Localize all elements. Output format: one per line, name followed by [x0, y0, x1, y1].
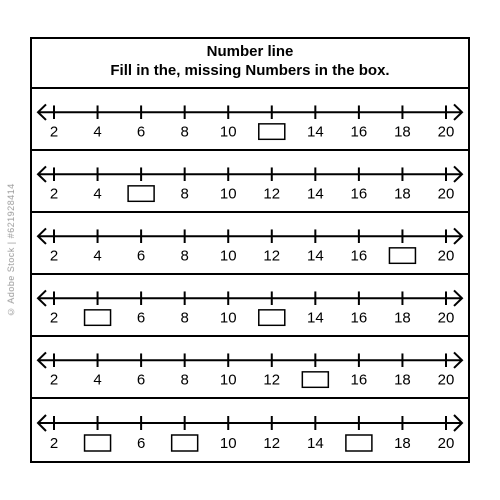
svg-text:2: 2: [50, 124, 58, 140]
number-line-row: 2 6 8 10 14 16 18 20: [32, 275, 468, 337]
svg-text:20: 20: [438, 372, 455, 388]
svg-text:2: 2: [50, 435, 58, 452]
svg-text:18: 18: [394, 435, 411, 452]
svg-text:14: 14: [307, 248, 324, 264]
number-line-row: 2 6 10 12 14 18 20: [32, 399, 468, 461]
svg-text:10: 10: [220, 435, 237, 452]
svg-text:16: 16: [351, 310, 368, 326]
svg-text:6: 6: [137, 435, 145, 452]
worksheet: Number line Fill in the, missing Numbers…: [30, 37, 470, 463]
svg-text:2: 2: [50, 248, 58, 264]
svg-text:2: 2: [50, 372, 58, 388]
svg-text:8: 8: [180, 186, 188, 202]
svg-text:2: 2: [50, 310, 58, 326]
svg-text:10: 10: [220, 248, 237, 264]
svg-text:16: 16: [351, 372, 368, 388]
svg-text:4: 4: [93, 248, 101, 264]
svg-text:12: 12: [263, 186, 280, 202]
number-line-rows: 2 4 6 8 10 14 16 18 20 2 4 8 10 12 14 16 18 20 2 4 6 8 10 12 14 1…: [32, 89, 468, 461]
number-line-row: 2 4 8 10 12 14 16 18 20: [32, 151, 468, 213]
svg-text:18: 18: [394, 372, 411, 388]
svg-text:6: 6: [137, 248, 145, 264]
svg-text:18: 18: [394, 124, 411, 140]
svg-text:6: 6: [137, 372, 145, 388]
svg-text:6: 6: [137, 310, 145, 326]
number-line-row: 2 4 6 8 10 14 16 18 20: [32, 89, 468, 151]
svg-text:2: 2: [50, 186, 58, 202]
svg-text:10: 10: [220, 310, 237, 326]
svg-text:12: 12: [263, 372, 280, 388]
svg-text:8: 8: [180, 372, 188, 388]
svg-text:14: 14: [307, 435, 324, 452]
svg-text:20: 20: [438, 124, 455, 140]
svg-text:18: 18: [394, 186, 411, 202]
svg-text:16: 16: [351, 186, 368, 202]
svg-text:20: 20: [438, 310, 455, 326]
title-line-1: Number line: [32, 43, 468, 62]
svg-text:18: 18: [394, 310, 411, 326]
svg-text:8: 8: [180, 310, 188, 326]
svg-text:6: 6: [137, 124, 145, 140]
svg-text:10: 10: [220, 372, 237, 388]
svg-text:14: 14: [307, 310, 324, 326]
svg-text:4: 4: [93, 372, 101, 388]
svg-text:20: 20: [438, 435, 455, 452]
svg-text:4: 4: [93, 124, 101, 140]
svg-text:16: 16: [351, 248, 368, 264]
title-line-2: Fill in the, missing Numbers in the box.: [32, 62, 468, 81]
svg-text:8: 8: [180, 248, 188, 264]
svg-text:16: 16: [351, 124, 368, 140]
title-block: Number line Fill in the, missing Numbers…: [32, 39, 468, 89]
svg-text:8: 8: [180, 124, 188, 140]
svg-text:12: 12: [263, 435, 280, 452]
svg-text:20: 20: [438, 186, 455, 202]
svg-text:14: 14: [307, 124, 324, 140]
number-line-row: 2 4 6 8 10 12 14 16 20: [32, 213, 468, 275]
svg-text:20: 20: [438, 248, 455, 264]
watermark: © Adobe Stock | #621928414: [6, 183, 16, 316]
svg-text:10: 10: [220, 124, 237, 140]
svg-text:12: 12: [263, 248, 280, 264]
number-line-row: 2 4 6 8 10 12 16 18 20: [32, 337, 468, 399]
svg-text:4: 4: [93, 186, 101, 202]
svg-text:10: 10: [220, 186, 237, 202]
svg-text:14: 14: [307, 186, 324, 202]
